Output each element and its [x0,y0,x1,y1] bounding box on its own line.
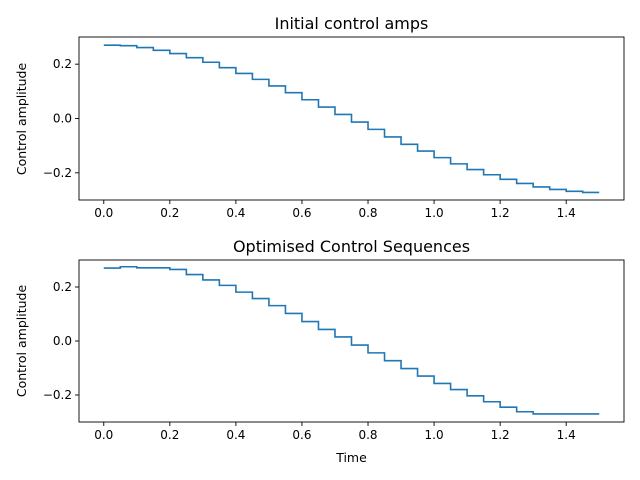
y-axis-label: Control amplitude [14,63,29,176]
x-tick-label: 1.2 [491,428,510,442]
x-tick-label: 0.6 [292,206,311,220]
subplot-initial-control-amps: Initial control amps Control amplitude 0… [14,14,625,220]
y-tick-label: −0.2 [43,388,72,402]
y-tick-label: −0.2 [43,166,72,180]
y-tick-label: 0.0 [53,334,72,348]
x-tick-label: 1.0 [425,428,444,442]
series-step-line [103,44,600,194]
y-axis: 0.2 0.0 −0.2 [43,280,79,402]
axes-frame [78,36,625,201]
x-tick-label: 0.0 [94,428,113,442]
chart-title: Optimised Control Sequences [233,237,470,256]
x-axis: 0.0 0.2 0.4 0.6 0.8 1.0 1.2 1.4 [94,422,576,442]
x-axis: 0.0 0.2 0.4 0.6 0.8 1.0 1.2 1.4 [94,200,576,220]
chart-title: Initial control amps [275,14,429,33]
y-tick-label: 0.2 [53,57,72,71]
plot-area [103,44,600,194]
x-tick-label: 0.4 [226,206,245,220]
x-axis-label: Time [335,450,367,465]
x-tick-label: 1.2 [491,206,510,220]
y-tick-label: 0.0 [53,112,72,126]
y-tick-label: 0.2 [53,280,72,294]
x-tick-label: 1.0 [425,206,444,220]
x-tick-label: 0.4 [226,428,245,442]
x-tick-label: 0.8 [358,428,377,442]
x-tick-label: 0.0 [94,206,113,220]
plot-area [103,265,600,415]
y-axis: 0.2 0.0 −0.2 [43,57,79,180]
axes-frame [78,259,625,423]
subplot-optimised-control-sequences: Optimised Control Sequences Control ampl… [14,237,625,465]
x-tick-label: 0.2 [160,428,179,442]
x-tick-label: 1.4 [557,206,576,220]
series-step-line [103,265,600,415]
x-tick-label: 0.6 [292,428,311,442]
x-tick-label: 0.2 [160,206,179,220]
y-axis-label: Control amplitude [14,285,29,398]
x-tick-label: 1.4 [557,428,576,442]
x-tick-label: 0.8 [358,206,377,220]
